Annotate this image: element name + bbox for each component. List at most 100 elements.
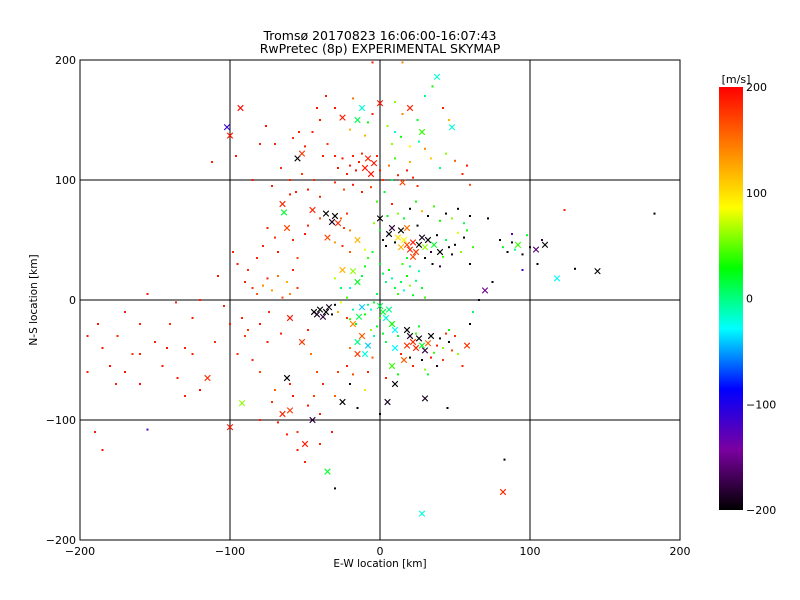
point-dot (409, 356, 411, 359)
point-cross (349, 320, 357, 328)
point-dot (415, 200, 417, 203)
point-cross (409, 253, 417, 260)
colorbar-tick-label: −200 (746, 504, 776, 517)
point-dot (277, 275, 279, 277)
point-dot (289, 193, 291, 196)
point-dot (337, 167, 339, 169)
point-dot (322, 155, 324, 157)
point-dot (334, 155, 336, 157)
point-dot (251, 287, 254, 289)
point-dot (232, 251, 234, 253)
chart-title: Tromsø 20170823 16:06:00-16:07:43 (262, 28, 496, 43)
point-dot (406, 169, 408, 172)
point-dot (385, 281, 387, 283)
x-axis-ticks: −200 −100 0 100 200 (65, 60, 691, 558)
point-cross (421, 395, 429, 402)
point-dot (334, 241, 336, 244)
point-dot (356, 407, 359, 409)
point-dot (307, 329, 309, 331)
point-dot (349, 347, 351, 349)
point-dot (506, 251, 509, 253)
point-dot (266, 341, 269, 343)
point-dot (401, 61, 404, 64)
chart-subtitle: RwPretec (8p) EXPERIMENTAL SKYMAP (260, 41, 501, 56)
x-tick-label: −100 (215, 545, 245, 558)
point-dot (526, 234, 528, 237)
point-cross (403, 224, 411, 232)
point-dot (271, 185, 273, 187)
point-dot (541, 239, 543, 241)
point-dot (229, 323, 231, 325)
point-dot (340, 217, 342, 220)
point-dot (454, 335, 456, 337)
point-dot (415, 332, 417, 335)
point-cross (354, 338, 361, 346)
point-dot (385, 341, 387, 343)
point-dot (236, 263, 239, 265)
point-dot (439, 265, 441, 268)
point-dot (343, 188, 345, 191)
point-cross (399, 179, 406, 186)
point-dot (469, 215, 471, 217)
point-dot (346, 212, 348, 215)
point-dot (334, 395, 336, 397)
point-cross (418, 510, 426, 517)
point-dot (412, 294, 414, 297)
point-cross (382, 314, 390, 322)
point-dot (340, 287, 342, 289)
point-dot (433, 351, 435, 354)
point-dot (454, 243, 456, 246)
point-dot (334, 277, 336, 280)
point-dot (400, 281, 402, 283)
point-dot (355, 169, 357, 172)
grid-lines (80, 60, 680, 540)
point-dot (469, 323, 471, 325)
point-cross (339, 398, 346, 406)
point-cross (448, 124, 456, 131)
point-dot (286, 433, 288, 436)
point-dot (296, 449, 299, 451)
colorbar-gradient (719, 87, 743, 510)
point-dot (256, 293, 258, 295)
point-cross (403, 342, 411, 349)
point-dot (292, 137, 294, 139)
point-cross (415, 335, 423, 342)
point-dot (341, 245, 344, 247)
point-dot (146, 428, 149, 431)
point-dot (442, 359, 444, 361)
point-dot (416, 185, 419, 187)
point-dot (379, 413, 381, 415)
point-dot (262, 284, 264, 287)
point-cross (594, 268, 601, 275)
point-dot (296, 431, 299, 433)
point-cross (355, 313, 363, 320)
point-dot (433, 205, 435, 208)
point-dot (370, 308, 372, 311)
point-cross (397, 227, 405, 234)
point-cross (358, 104, 366, 112)
point-dot (262, 245, 264, 247)
point-dot (364, 389, 366, 391)
point-cross (298, 150, 306, 157)
plot-area: −200 −100 0 100 200 −200 −100 0 100 200 (46, 54, 691, 558)
point-dot (364, 313, 366, 316)
point-dot (373, 222, 375, 225)
point-dot (451, 217, 453, 220)
point-dot (376, 325, 378, 328)
point-dot (499, 239, 501, 241)
point-dot (349, 318, 351, 321)
point-dot (154, 341, 156, 343)
point-cross (358, 304, 366, 311)
point-dot (316, 371, 318, 373)
point-dot (286, 281, 288, 283)
point-dot (337, 371, 339, 373)
point-dot (397, 212, 399, 215)
point-cross (226, 424, 234, 431)
point-dot (295, 191, 297, 193)
point-dot (409, 265, 411, 268)
point-cross (409, 338, 417, 346)
point-dot (382, 179, 384, 181)
colorbar-tick-label: 200 (746, 81, 767, 94)
point-dot (394, 157, 396, 160)
point-dot (478, 299, 480, 301)
